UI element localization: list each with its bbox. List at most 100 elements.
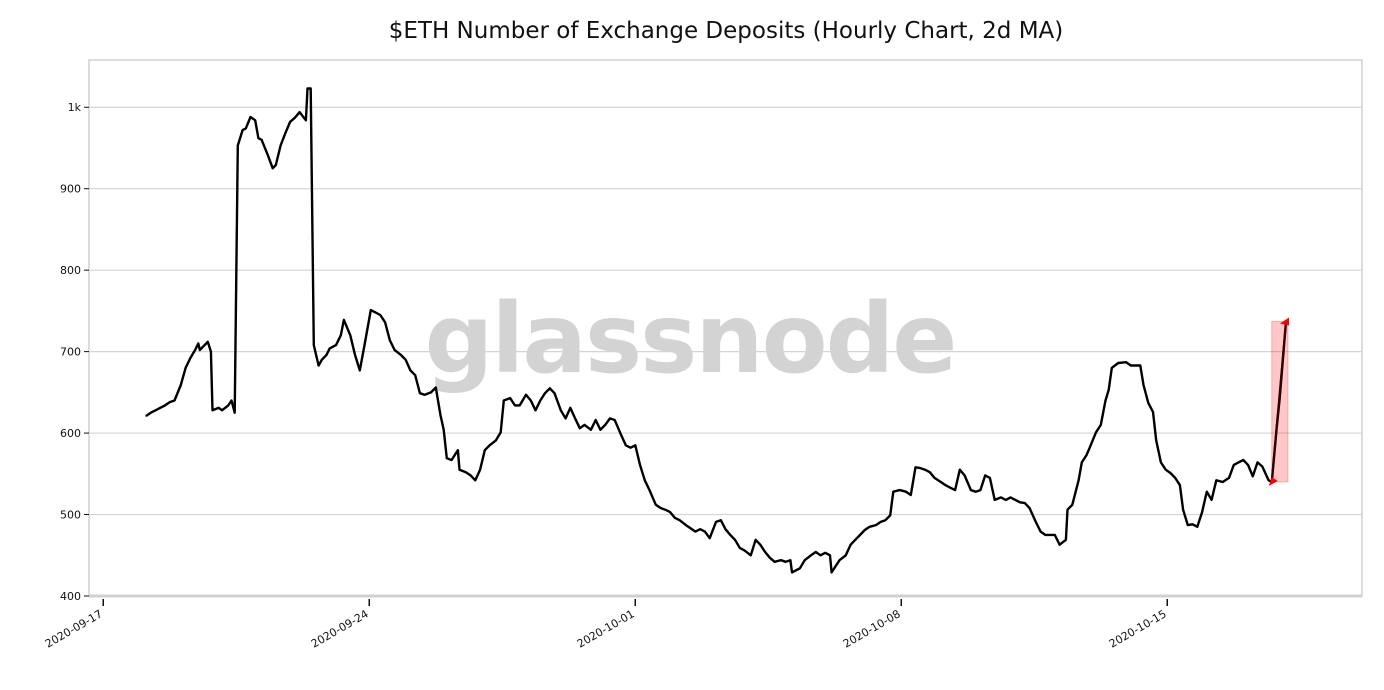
data-point	[173, 399, 176, 402]
data-point	[1222, 481, 1224, 483]
data-point	[343, 319, 345, 321]
data-point	[944, 484, 947, 486]
data-point	[690, 527, 692, 529]
data-point	[1233, 464, 1235, 466]
data-point	[298, 111, 301, 113]
data-point	[184, 367, 187, 369]
data-point	[393, 349, 396, 351]
y-tick-label: 500	[60, 509, 81, 522]
data-point	[979, 489, 982, 491]
data-point	[207, 341, 209, 343]
data-point	[272, 167, 274, 169]
data-point	[435, 386, 437, 389]
data-point	[1071, 504, 1073, 506]
data-point	[655, 504, 657, 506]
data-point	[544, 392, 546, 394]
data-point	[458, 469, 461, 471]
data-point	[530, 399, 532, 402]
data-point	[625, 444, 627, 446]
data-point	[414, 374, 416, 376]
data-point	[514, 404, 516, 406]
data-point	[685, 524, 687, 526]
data-point	[880, 521, 882, 523]
data-point	[845, 554, 847, 556]
data-point	[574, 417, 576, 420]
data-point	[525, 394, 527, 396]
data-point	[599, 429, 602, 431]
data-point	[424, 394, 426, 396]
data-point	[1147, 402, 1149, 404]
data-point	[500, 431, 502, 433]
data-point	[1085, 454, 1088, 456]
data-point	[1130, 364, 1132, 367]
data-point	[218, 407, 220, 409]
data-point	[1228, 477, 1230, 479]
data-point	[159, 407, 161, 409]
data-point	[1237, 461, 1240, 464]
data-point	[815, 551, 817, 553]
data-point	[1066, 509, 1069, 511]
data-point	[1081, 461, 1083, 464]
data-point	[1049, 534, 1051, 536]
data-point	[1108, 389, 1110, 391]
data-point	[669, 511, 671, 513]
data-point	[864, 529, 866, 531]
data-point	[194, 349, 196, 351]
data-point	[940, 481, 942, 483]
data-point	[674, 517, 676, 519]
data-point	[963, 474, 966, 477]
data-point	[241, 129, 244, 131]
data-point	[257, 137, 260, 139]
data-point	[284, 132, 286, 134]
data-point	[838, 559, 841, 561]
data-point	[221, 409, 223, 411]
data-point	[780, 559, 782, 561]
data-point	[503, 399, 505, 402]
data-point	[234, 412, 236, 414]
data-point	[715, 521, 717, 523]
data-point	[769, 557, 771, 559]
data-point	[534, 409, 537, 411]
data-point	[509, 397, 511, 399]
data-point	[1024, 502, 1026, 504]
data-point	[457, 449, 459, 451]
data-point	[1058, 544, 1061, 546]
highlight-end-marker	[1280, 317, 1289, 326]
data-point	[729, 534, 731, 536]
data-point	[469, 474, 472, 477]
data-point	[488, 444, 491, 446]
data-point	[1039, 531, 1042, 533]
data-point	[1252, 475, 1254, 477]
data-point	[1247, 464, 1249, 466]
data-point	[975, 491, 977, 493]
data-point	[1165, 469, 1167, 471]
data-point	[1187, 524, 1189, 526]
data-point	[484, 449, 486, 451]
data-point	[230, 399, 233, 402]
y-tick-label: 700	[60, 346, 81, 359]
data-point	[984, 474, 986, 477]
data-point	[197, 342, 199, 345]
data-point	[604, 424, 606, 426]
y-tick-label: 1k	[68, 101, 82, 114]
x-tick-label: 2020-10-08	[841, 607, 903, 650]
data-point	[1117, 362, 1119, 364]
data-point	[739, 547, 741, 549]
data-point	[892, 491, 894, 493]
data-point	[450, 459, 453, 461]
data-point	[1095, 431, 1097, 433]
data-point	[1005, 499, 1007, 501]
data-point	[560, 409, 562, 411]
data-point	[933, 477, 936, 479]
data-point	[569, 407, 571, 409]
data-point	[704, 531, 706, 533]
data-point	[210, 351, 212, 353]
x-tick-label: 2020-09-24	[309, 607, 371, 650]
data-point	[875, 524, 877, 526]
data-point	[539, 399, 541, 402]
data-point	[1142, 384, 1145, 386]
data-point	[1196, 526, 1198, 528]
data-point	[868, 526, 871, 528]
data-point	[759, 544, 761, 546]
data-point	[699, 528, 701, 530]
